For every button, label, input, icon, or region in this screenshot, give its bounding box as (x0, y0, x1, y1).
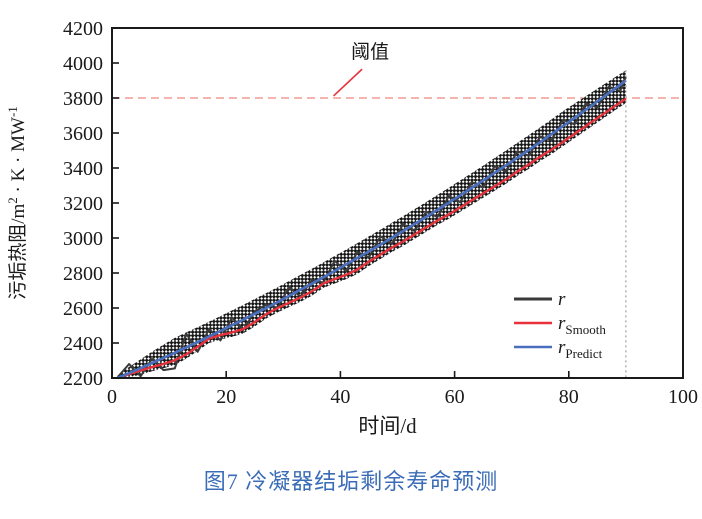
y-tick-label: 4200 (63, 18, 103, 40)
series-r_smooth-line (117, 97, 627, 380)
x-axis: 0 20 40 60 80 100 (107, 371, 698, 408)
chart-canvas: 2200 2400 2600 2800 3000 3200 3400 3600 3800 4000… (5, 18, 698, 438)
y-axis-label: 污垢热阻/m2 · K · MW-1 (5, 106, 29, 300)
x-tick-label: 60 (445, 386, 465, 408)
y-tick-label: 2200 (63, 368, 103, 390)
y-tick-label: 3800 (63, 88, 103, 110)
legend-label-r_smooth: rSmooth (558, 313, 606, 337)
y-axis: 2200 2400 2600 2800 3000 3200 3400 3600 3800 4000… (63, 18, 119, 390)
y-tick-label: 3600 (63, 123, 103, 145)
line-chart: 2200240026002800300032003400360038004000… (5, 18, 698, 438)
x-tick-label: 20 (216, 386, 236, 408)
series-r_predict-line (117, 79, 627, 380)
y-tick-label: 2600 (63, 298, 103, 320)
y-tick-label: 4000 (63, 53, 103, 75)
y-tick-label: 3200 (63, 193, 103, 215)
figure-7: 2200 2400 2600 2800 3000 3200 3400 3600 3800 4000… (5, 18, 698, 494)
x-tick-label: 0 (107, 386, 117, 408)
figure-caption: 图7 冷凝器结垢剩余寿命预测 (203, 469, 499, 494)
x-tick-label: 40 (330, 386, 350, 408)
x-tick-label: 80 (559, 386, 579, 408)
legend-label-r_predict: rPredict (558, 337, 603, 361)
x-axis-label: 时间/d (358, 414, 417, 438)
threshold-label: 阈值 (351, 41, 389, 63)
legend-label-r: r (558, 289, 566, 310)
y-tick-label: 3000 (63, 228, 103, 250)
y-tick-label: 2400 (63, 333, 103, 355)
y-tick-label: 2800 (63, 263, 103, 285)
y-tick-label: 3400 (63, 158, 103, 180)
x-tick-label: 100 (668, 386, 698, 408)
threshold-leader-line (333, 68, 363, 97)
uncertainty-band (117, 70, 626, 379)
